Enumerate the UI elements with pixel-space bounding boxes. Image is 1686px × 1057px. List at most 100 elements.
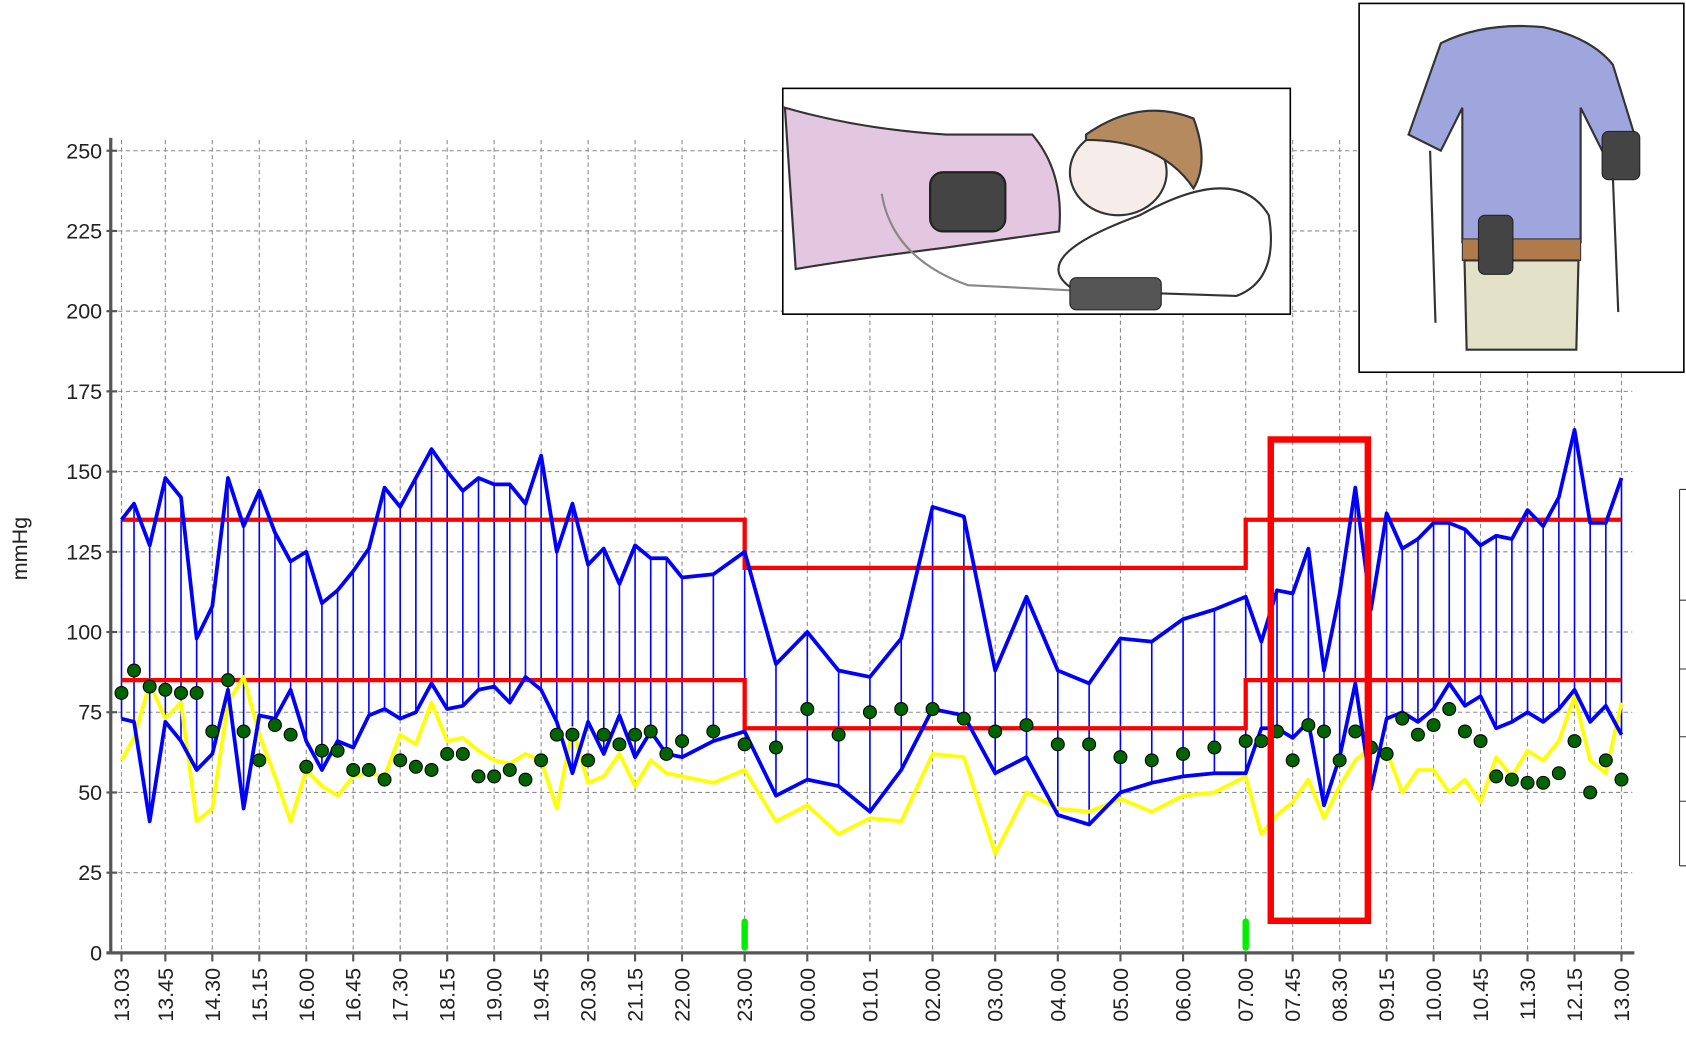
series-dot xyxy=(581,753,596,768)
highlight-box xyxy=(1267,436,1372,925)
series-dot xyxy=(988,724,1003,739)
series-dot xyxy=(1019,718,1034,733)
series-dot xyxy=(1254,734,1269,749)
series-dot xyxy=(267,718,282,733)
series-dot xyxy=(299,759,314,774)
x-tick-label: 05.00 xyxy=(1109,968,1133,1022)
series-dot xyxy=(1285,753,1300,768)
x-tick-label: 03.00 xyxy=(984,968,1008,1022)
series-dot xyxy=(1614,772,1629,787)
series-dot xyxy=(596,727,611,742)
series-dot xyxy=(1426,718,1441,733)
series-dot xyxy=(643,724,658,739)
series-dot xyxy=(158,682,173,697)
night-marker xyxy=(1242,918,1249,951)
series-dot xyxy=(956,711,971,726)
x-tick-label: 19.45 xyxy=(530,968,554,1022)
series-dot xyxy=(1144,753,1159,768)
series-dot xyxy=(330,743,345,758)
series-dot xyxy=(1113,750,1128,765)
x-tick-label: 22.00 xyxy=(671,968,695,1022)
series-dot xyxy=(862,705,877,720)
x-tick-label: 10.45 xyxy=(1469,968,1493,1022)
y-tick-label: 175 xyxy=(66,380,102,404)
series-dot xyxy=(628,727,643,742)
series-dot xyxy=(534,753,549,768)
series-dot xyxy=(283,727,298,742)
plot-area: 0 25 50 75 100 125 150 175 200 225 250 13.03 13.45 14… xyxy=(66,137,1635,1022)
series-dot xyxy=(1379,746,1394,761)
series-dot xyxy=(114,685,129,700)
series-dot xyxy=(675,734,690,749)
series-dot xyxy=(1317,724,1331,739)
series-line xyxy=(119,675,1624,856)
y-tick-label: 100 xyxy=(66,621,102,645)
x-tick-label: 12.15 xyxy=(1563,968,1587,1022)
y-tick-label: 225 xyxy=(66,219,102,243)
series-dot xyxy=(1301,718,1316,733)
series-dot xyxy=(894,702,909,717)
series-dot xyxy=(174,685,188,700)
y-tick-label: 25 xyxy=(78,861,102,885)
series-line xyxy=(121,675,1624,827)
series-dot xyxy=(1489,769,1504,784)
y-axis-label: mmHg xyxy=(8,517,32,580)
series-dot xyxy=(565,727,580,742)
series-dot xyxy=(1567,734,1582,749)
series-dot xyxy=(346,762,361,777)
y-tick-label: 125 xyxy=(66,540,102,564)
x-tick-label: 07.45 xyxy=(1281,968,1305,1022)
series-dot xyxy=(1504,772,1519,787)
y-tick-label: 0 xyxy=(90,941,102,965)
x-tick-label: 14.30 xyxy=(201,968,225,1022)
series-dot xyxy=(424,762,439,777)
series-dot xyxy=(220,673,235,688)
series-dot xyxy=(236,724,251,739)
series-dot xyxy=(502,762,517,777)
target-line xyxy=(121,517,1622,570)
series-dot xyxy=(127,663,142,678)
series-dot xyxy=(518,772,533,787)
series-dot xyxy=(189,685,204,700)
x-tick-label: 16.00 xyxy=(295,968,319,1022)
series-dot xyxy=(1520,775,1535,790)
series-dot xyxy=(1583,785,1598,800)
y-tick-label: 150 xyxy=(66,460,102,484)
series-dot xyxy=(800,702,815,717)
x-tick-label: 18.15 xyxy=(436,968,460,1022)
series-dot xyxy=(659,746,674,761)
series-dot xyxy=(252,753,267,768)
series-dot xyxy=(1410,727,1425,742)
series-dot xyxy=(1348,724,1363,739)
x-tick-label: 01.01 xyxy=(858,968,882,1022)
series-dot xyxy=(1598,753,1613,768)
series-dot xyxy=(361,762,376,777)
series-dot xyxy=(549,727,564,742)
series-line xyxy=(120,427,1624,686)
y-tick-label: 200 xyxy=(66,300,102,324)
series-dot xyxy=(768,740,783,755)
ambulatory-illustration xyxy=(1358,2,1685,374)
x-tick-label: 13.45 xyxy=(154,968,178,1022)
series-dot xyxy=(471,769,486,784)
x-tick-label: 13.03 xyxy=(110,968,134,1022)
series-dot xyxy=(1207,740,1222,755)
series-dot xyxy=(1332,753,1347,768)
series-dot xyxy=(1551,766,1566,781)
series-dot xyxy=(1457,724,1472,739)
x-tick-label: 11.30 xyxy=(1516,968,1540,1020)
x-tick-label: 06.00 xyxy=(1172,968,1196,1022)
sleep-illustration xyxy=(781,87,1292,315)
x-tick-label: 10.00 xyxy=(1422,968,1446,1022)
series-dot xyxy=(612,737,627,752)
series-dot xyxy=(440,746,455,761)
series-dot xyxy=(455,746,470,761)
x-tick-label: 07.00 xyxy=(1234,968,1258,1022)
x-tick-label: 20.30 xyxy=(577,968,601,1022)
x-tick-label: 16.45 xyxy=(342,968,366,1022)
x-tick-label: 13.00 xyxy=(1610,968,1634,1022)
x-tick-label: 21.15 xyxy=(624,968,648,1022)
y-tick-label: 250 xyxy=(66,139,102,163)
series-dot xyxy=(1176,746,1191,761)
x-tick-label: 15.15 xyxy=(248,968,272,1022)
